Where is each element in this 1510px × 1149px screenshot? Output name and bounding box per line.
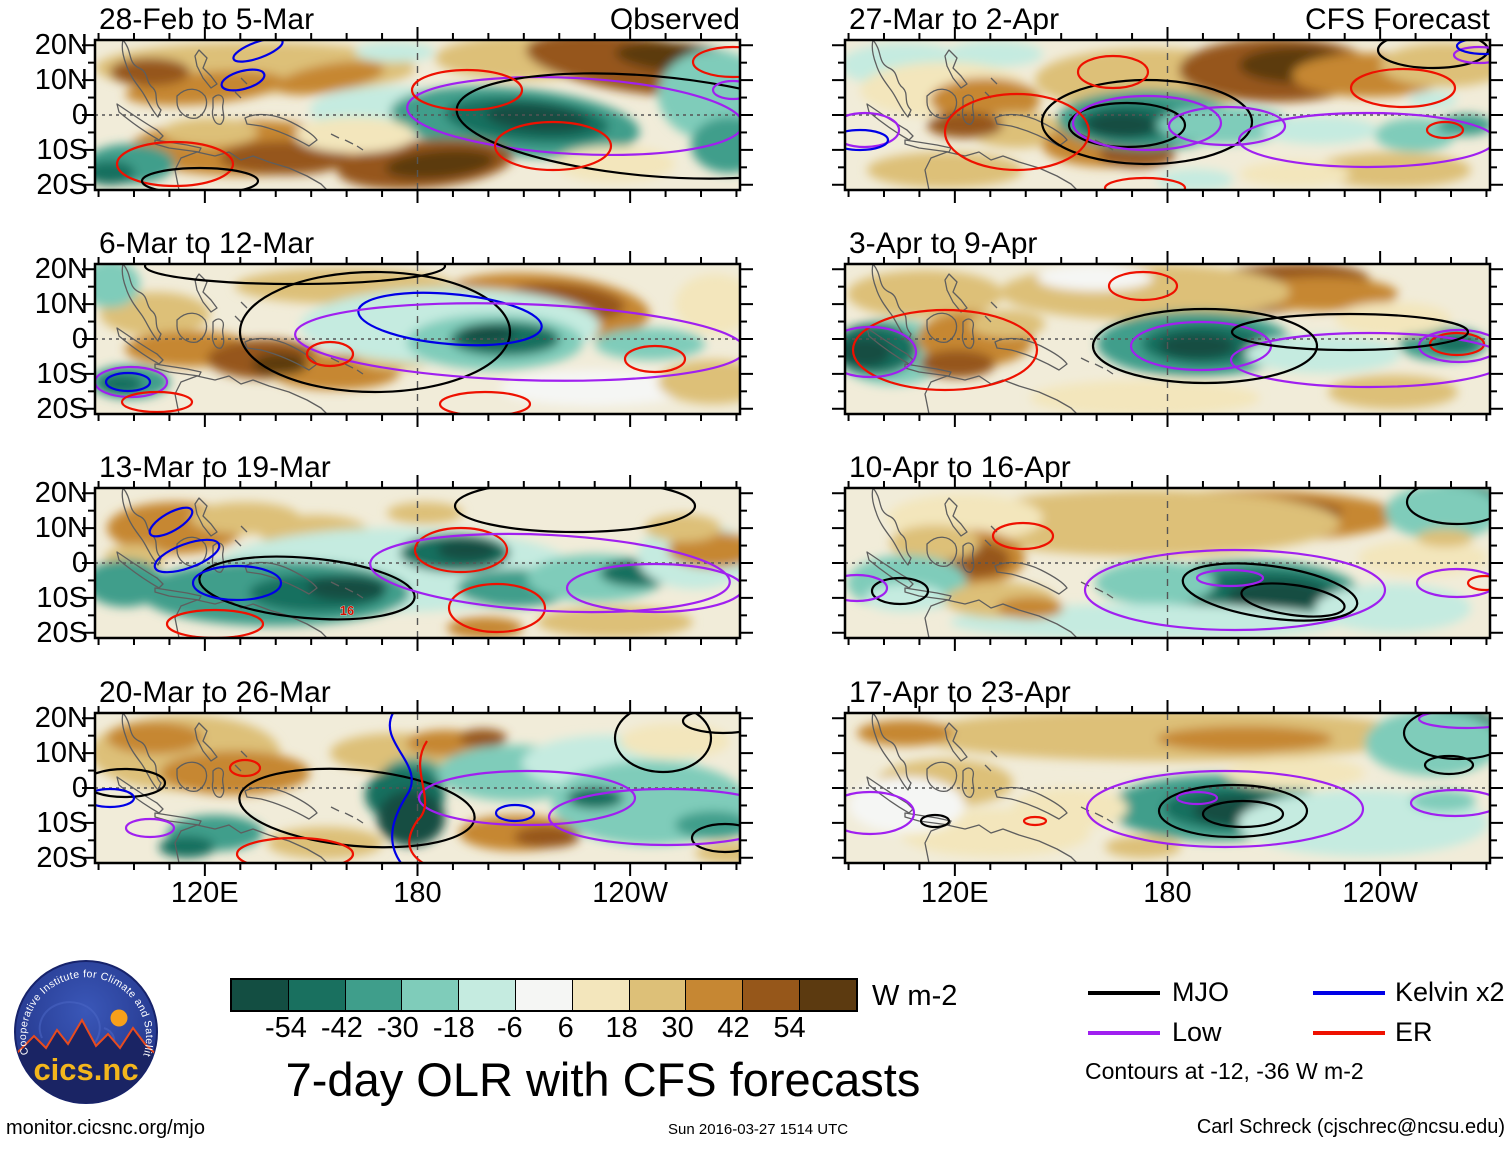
lat-tick-label: 0 [71, 99, 88, 131]
logo-wordmark: cics.nc [33, 1052, 138, 1087]
colorbar-segment [685, 980, 743, 1010]
lat-tick-label: 10N [34, 288, 88, 321]
lat-tick-label: 20N [34, 29, 88, 62]
panel-title-fcst-week-4: 17-Apr to 23-Apr [849, 676, 1071, 709]
footer-timestamp: Sun 2016-03-27 1514 UTC [668, 1121, 849, 1138]
colorbar-segment [458, 980, 515, 1010]
colorbar-segment [401, 980, 459, 1010]
column-header-observed: Observed [609, 3, 740, 36]
logo-sun-icon [110, 1009, 128, 1027]
legend-label-er: ER [1395, 1017, 1433, 1047]
footer-url: monitor.cicsnc.org/mjo [6, 1117, 205, 1139]
colorbar-segment [628, 980, 686, 1010]
colorbar-segment [287, 980, 345, 1010]
colorbar-segment [344, 980, 402, 1010]
footer-author: Carl Schreck (cjschrec@ncsu.edu) [1196, 1116, 1505, 1138]
colorbar-segment [571, 980, 629, 1010]
logo-mountains [15, 1017, 157, 1103]
lat-tick-label: 10S [36, 357, 88, 390]
lon-tick-label: 120E [920, 877, 989, 909]
map-panel-obs-week-4 [82, 700, 753, 876]
colorbar-units-label: W m-2 [872, 980, 958, 1012]
lat-tick-label: 20N [34, 477, 88, 510]
colorbar-tick-label: 42 [717, 1012, 750, 1044]
map-panel-fcst-week-1 [832, 27, 1503, 203]
lat-tick-label: 20N [34, 253, 88, 286]
lon-tick-label: 180 [393, 877, 442, 909]
panel-title-obs-week-1: 28-Feb to 5-Mar [99, 3, 315, 36]
colorbar-segment [232, 980, 288, 1010]
lat-tick-label: 20N [34, 702, 88, 735]
contour-value-label: 16 [340, 603, 354, 618]
lat-tick-label: 20S [36, 168, 88, 201]
legend-line-mjo [1088, 991, 1160, 995]
colorbar [230, 978, 858, 1012]
lon-tick-label: 120W [1342, 877, 1419, 909]
map-panel-obs-week-3: 16 [82, 475, 753, 651]
map-panel-obs-week-2 [82, 251, 753, 427]
legend-line-kelvin [1313, 991, 1385, 995]
colorbar-segment [742, 980, 799, 1010]
contour-levels-note: Contours at -12, -36 W m-2 [1085, 1058, 1364, 1084]
lat-tick-label: 20S [36, 392, 88, 425]
colorbar-tick-label: 54 [773, 1012, 806, 1044]
panel-title-obs-week-2: 6-Mar to 12-Mar [99, 227, 315, 260]
lat-tick-label: 0 [71, 772, 88, 804]
colorbar-tick-label: 18 [605, 1012, 638, 1044]
colorbar-segment [798, 980, 856, 1010]
lat-tick-label: 10N [34, 737, 88, 770]
legend-label-low: Low [1172, 1017, 1222, 1047]
colorbar-tick-label: -30 [376, 1012, 419, 1044]
legend-label-mjo: MJO [1172, 977, 1229, 1007]
map-panel-fcst-week-3 [832, 475, 1503, 651]
lat-tick-label: 10S [36, 133, 88, 166]
lon-tick-label: 120E [170, 877, 239, 909]
lat-tick-label: 20S [36, 616, 88, 649]
panel-title-obs-week-3: 13-Mar to 19-Mar [99, 451, 331, 484]
lat-tick-label: 10N [34, 512, 88, 545]
panel-title-fcst-week-2: 3-Apr to 9-Apr [849, 227, 1038, 260]
figure-title: 7-day OLR with CFS forecasts [285, 1053, 921, 1106]
lat-tick-label: 10S [36, 581, 88, 614]
legend-line-low [1088, 1031, 1160, 1035]
panel-title-obs-week-4: 20-Mar to 26-Mar [99, 676, 331, 709]
map-panel-fcst-week-4 [832, 700, 1503, 876]
colorbar-tick-label: -54 [264, 1012, 307, 1044]
lat-tick-label: 10N [34, 64, 88, 97]
colorbar-tick-label: -6 [496, 1012, 523, 1044]
cicsnc-logo: Cooperative Institute for Climate and Sa… [12, 958, 158, 1104]
colorbar-tick-label: -18 [432, 1012, 475, 1044]
colorbar-tick-label: -42 [320, 1012, 363, 1044]
colorbar-segment [514, 980, 572, 1010]
map-panel-obs-week-1 [82, 27, 753, 203]
colorbar-tick-label: 6 [557, 1012, 574, 1044]
colorbar-tick-label: 30 [661, 1012, 694, 1044]
lat-tick-label: 0 [71, 323, 88, 355]
legend-label-kelvin: Kelvin x2 [1395, 977, 1505, 1007]
legend-line-er [1313, 1031, 1385, 1035]
lat-tick-label: 10S [36, 806, 88, 839]
lon-tick-label: 180 [1143, 877, 1192, 909]
column-header-cfs-forecast: CFS Forecast [1304, 3, 1490, 36]
lat-tick-label: 0 [71, 547, 88, 579]
lat-tick-label: 20S [36, 841, 88, 874]
map-panel-fcst-week-2 [832, 251, 1503, 427]
lon-tick-label: 120W [592, 877, 669, 909]
panel-title-fcst-week-3: 10-Apr to 16-Apr [849, 451, 1071, 484]
